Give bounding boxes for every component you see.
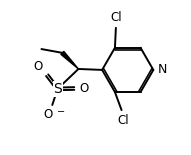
Text: Cl: Cl bbox=[118, 113, 129, 126]
Text: O: O bbox=[80, 82, 89, 95]
Text: N: N bbox=[158, 63, 167, 76]
Text: O: O bbox=[34, 60, 43, 73]
Text: −: − bbox=[57, 106, 65, 117]
Text: S: S bbox=[53, 82, 62, 96]
Text: O: O bbox=[44, 108, 53, 121]
Text: Cl: Cl bbox=[110, 11, 122, 24]
Polygon shape bbox=[61, 51, 79, 69]
